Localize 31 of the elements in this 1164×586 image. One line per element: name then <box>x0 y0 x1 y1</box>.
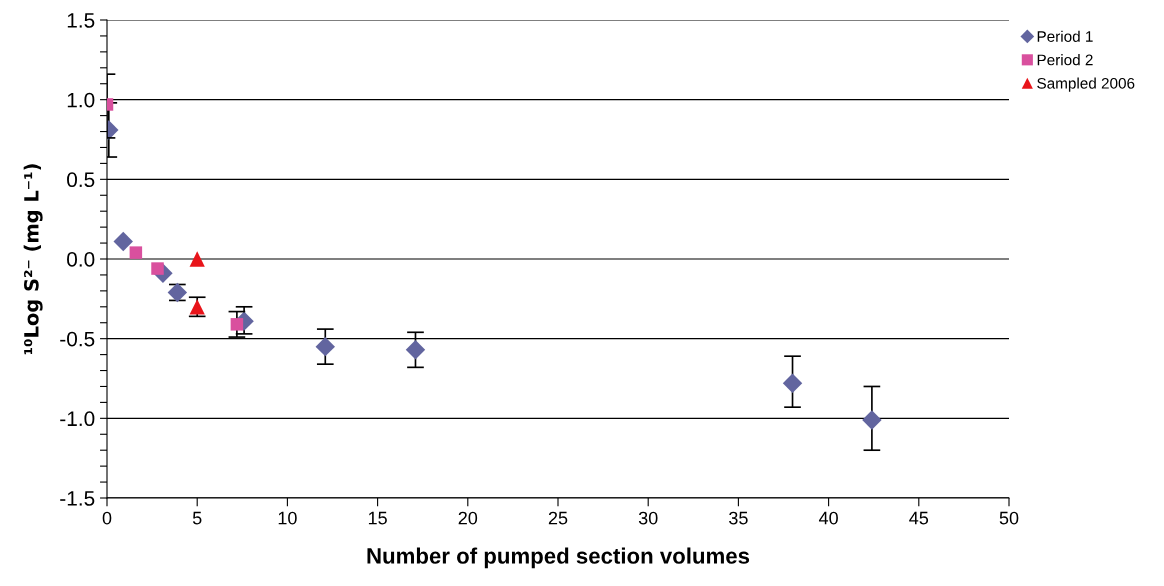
y-tick-label: 0.0 <box>67 252 95 267</box>
y-tick-label: -1.5 <box>60 491 95 506</box>
y-axis-title: ¹⁰Log S²⁻ (mg L⁻¹) <box>23 164 43 355</box>
x-tick-label: 35 <box>729 511 748 525</box>
x-tick-label: 25 <box>548 511 568 525</box>
legend-label: Sampled 2006 <box>1037 77 1135 92</box>
x-tick-label: 45 <box>909 511 929 525</box>
y-tick-label: 1.0 <box>67 92 95 108</box>
point <box>315 336 336 357</box>
y-tick-label: 1.5 <box>67 13 95 28</box>
point <box>862 410 882 430</box>
x-tick-label: 50 <box>999 511 1019 525</box>
x-tick-label: 30 <box>638 511 658 525</box>
x-tick-label: 10 <box>278 511 297 525</box>
x-tick-label: 40 <box>818 511 838 525</box>
y-tick-label: 0.5 <box>67 172 95 188</box>
point <box>189 251 205 267</box>
y-tick-label: -0.5 <box>60 331 95 347</box>
x-tick-label: 15 <box>368 511 387 525</box>
x-tick-label: 20 <box>458 511 478 525</box>
point <box>782 373 803 393</box>
x-axis-title: Number of pumped section volumes <box>367 547 750 569</box>
point <box>113 231 133 252</box>
x-tick-label: 0 <box>102 511 112 525</box>
point <box>230 318 244 331</box>
point <box>405 340 426 360</box>
legend-label: Period 2 <box>1037 54 1093 66</box>
point <box>129 246 143 259</box>
y-tick-label: -1.0 <box>60 411 95 427</box>
legend-label: Period 1 <box>1037 30 1093 42</box>
x-tick-label: 5 <box>192 511 202 525</box>
